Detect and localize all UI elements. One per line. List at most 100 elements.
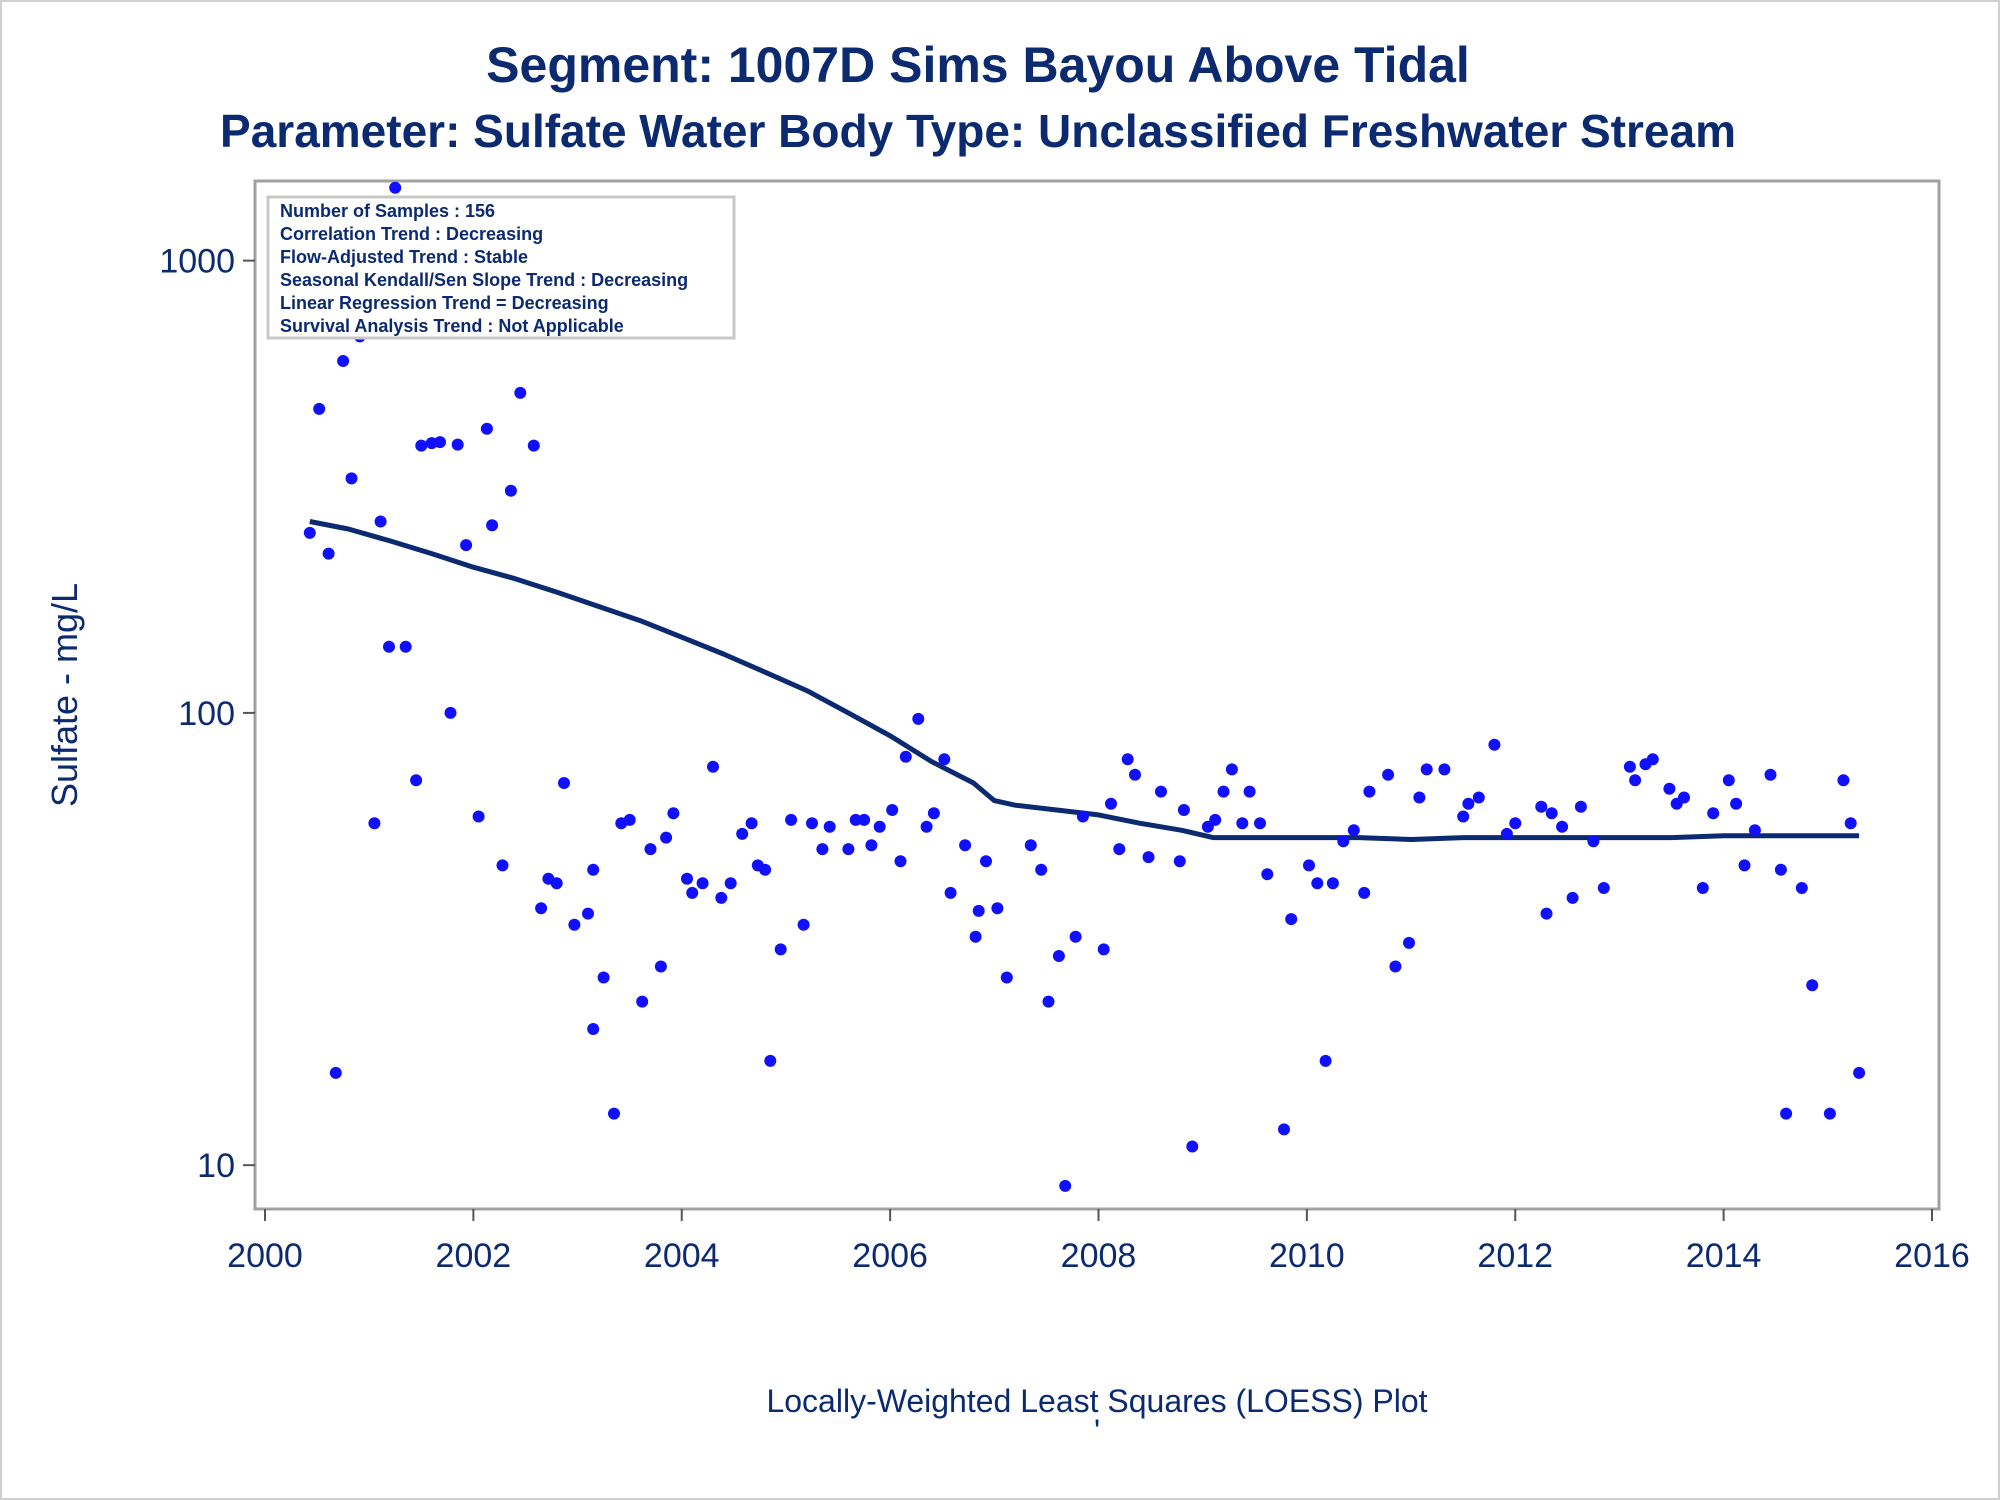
data-point — [527, 439, 540, 452]
data-point — [1663, 782, 1676, 795]
data-point — [1121, 753, 1134, 766]
data-point — [1597, 882, 1610, 894]
data-point — [1420, 763, 1433, 776]
data-point — [568, 918, 581, 931]
data-point — [587, 1023, 600, 1035]
data-point — [1748, 824, 1761, 837]
data-point — [707, 760, 719, 773]
data-point — [496, 859, 509, 872]
data-point — [1186, 1140, 1199, 1153]
data-point — [959, 839, 972, 852]
data-point — [1853, 1066, 1866, 1079]
stats-samples: Number of Samples : 156 — [280, 201, 495, 221]
x-tick-label: 2000 — [227, 1237, 303, 1275]
x-axis: 2000 2002 2004 2006 2008 2010 2012 2014 2016 — [227, 1209, 1970, 1275]
data-point — [681, 872, 693, 885]
data-point — [1311, 877, 1324, 890]
data-point — [383, 640, 395, 653]
points-layer — [303, 181, 1866, 1192]
loess-layer — [309, 519, 1860, 842]
data-point — [1623, 760, 1636, 773]
data-point — [1285, 913, 1298, 926]
data-point — [797, 918, 810, 931]
data-point — [1113, 843, 1126, 856]
stats-linear-regression-trend: Linear Regression Trend = Decreasing — [280, 293, 609, 313]
data-point — [764, 1054, 777, 1067]
data-point — [1319, 1054, 1332, 1067]
data-point — [1382, 768, 1395, 781]
data-point — [608, 1107, 620, 1120]
y-axis: 10 100 1000 — [159, 243, 255, 1185]
data-point — [1509, 817, 1522, 830]
data-point — [1806, 979, 1819, 992]
data-point — [736, 827, 749, 840]
data-point — [1556, 820, 1569, 833]
data-point — [389, 181, 402, 194]
data-point — [1500, 827, 1513, 840]
data-point — [1337, 835, 1350, 848]
data-point — [1042, 995, 1055, 1008]
data-point — [1261, 868, 1274, 881]
data-point — [1566, 891, 1579, 904]
plot-area — [253, 179, 1941, 1211]
data-point — [886, 804, 899, 816]
x-tick-label: 2004 — [644, 1237, 720, 1275]
stats-flow-adjusted-trend: Flow-Adjusted Trend : Stable — [280, 247, 528, 267]
x-tick-label: 2006 — [852, 1237, 928, 1275]
data-point — [322, 547, 335, 560]
data-point — [504, 484, 517, 497]
data-point — [1823, 1107, 1836, 1120]
data-point — [1097, 943, 1110, 956]
x-axis-label: Locally-Weighted Least Squares (LOESS) P… — [766, 1383, 1427, 1419]
data-point — [1646, 753, 1659, 766]
x-tick-label: 2016 — [1894, 1237, 1970, 1275]
data-point — [1129, 768, 1141, 781]
data-point — [472, 810, 485, 823]
data-point — [1155, 785, 1167, 798]
data-point — [785, 813, 798, 826]
y-tick-label: 1000 — [159, 243, 235, 281]
data-point — [1545, 807, 1558, 820]
data-point — [969, 930, 982, 943]
data-point — [912, 712, 925, 725]
stats-box-frame — [266, 195, 736, 340]
x-tick-label: 2010 — [1269, 1237, 1345, 1275]
data-point — [337, 355, 350, 367]
data-point — [1413, 791, 1426, 804]
data-point — [806, 817, 818, 830]
stats-seasonal-kendall-trend: Seasonal Kendall/Sen Slope Trend : Decre… — [280, 270, 688, 290]
data-point — [329, 1066, 342, 1079]
y-tick-label: 10 — [197, 1147, 235, 1185]
data-point — [1358, 886, 1371, 899]
data-point — [514, 386, 527, 399]
data-point — [823, 820, 836, 833]
y-tick-label: 100 — [178, 695, 235, 733]
data-point — [597, 971, 610, 984]
data-point — [1035, 863, 1048, 876]
data-point — [1438, 763, 1451, 776]
data-point — [1363, 785, 1376, 798]
data-point — [1488, 738, 1501, 751]
chart-title: Segment: 1007D Sims Bayou Above Tidal — [486, 37, 1470, 93]
data-point — [1076, 810, 1089, 823]
data-point — [451, 438, 464, 451]
data-point — [1696, 882, 1709, 894]
y-axis-label: Sulfate - mg/L — [44, 583, 85, 807]
data-point — [842, 843, 855, 856]
data-point — [550, 877, 563, 890]
data-point — [1738, 859, 1751, 872]
data-point — [972, 904, 985, 917]
data-point — [1209, 813, 1222, 826]
footnote-mark: ' — [1094, 1413, 1100, 1449]
x-tick-label: 2008 — [1061, 1237, 1137, 1275]
data-point — [644, 843, 657, 856]
data-point — [1837, 774, 1850, 787]
data-point — [654, 960, 667, 973]
data-point — [1780, 1107, 1793, 1120]
data-point — [991, 902, 1004, 915]
data-point — [558, 777, 570, 789]
stats-box: Number of Samples : 156 Correlation Tren… — [266, 195, 736, 340]
data-point — [460, 539, 473, 552]
data-point — [368, 817, 381, 830]
